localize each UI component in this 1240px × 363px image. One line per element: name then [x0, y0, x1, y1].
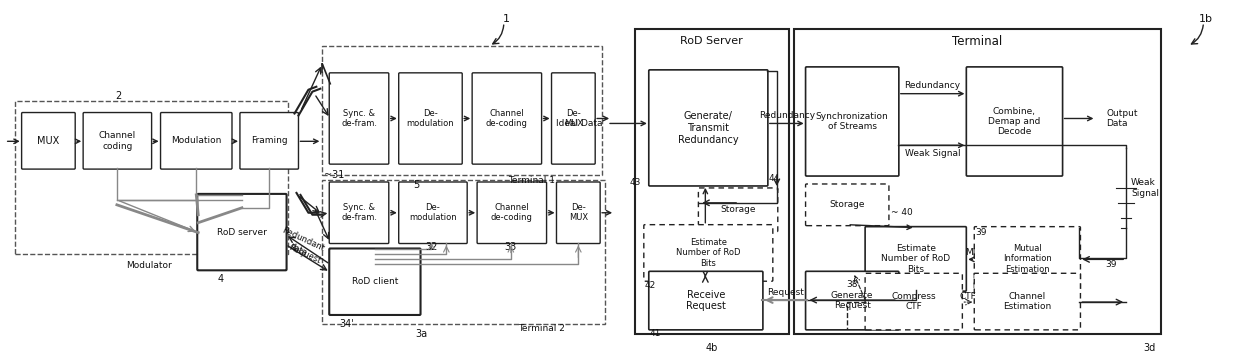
- FancyBboxPatch shape: [806, 67, 899, 176]
- Text: 4: 4: [218, 274, 224, 284]
- FancyBboxPatch shape: [649, 271, 763, 330]
- FancyBboxPatch shape: [477, 182, 547, 244]
- Text: 32: 32: [425, 242, 438, 253]
- Text: De-
modulation: De- modulation: [407, 109, 454, 128]
- Text: 1b: 1b: [1199, 14, 1213, 24]
- FancyBboxPatch shape: [866, 227, 966, 291]
- Text: Weak
Signal: Weak Signal: [1131, 178, 1159, 197]
- Text: Synchronization
of Streams: Synchronization of Streams: [816, 112, 889, 131]
- FancyBboxPatch shape: [330, 73, 389, 164]
- Text: Combine,
Demap and
Decode: Combine, Demap and Decode: [988, 107, 1040, 136]
- Text: De-
modulation: De- modulation: [409, 203, 456, 223]
- FancyBboxPatch shape: [552, 73, 595, 164]
- FancyBboxPatch shape: [806, 271, 899, 330]
- Text: Channel
Estimation: Channel Estimation: [1003, 292, 1052, 311]
- Text: 3a: 3a: [415, 329, 428, 339]
- Text: RoD Server: RoD Server: [681, 36, 743, 46]
- FancyBboxPatch shape: [83, 113, 151, 169]
- Text: 2: 2: [115, 91, 122, 101]
- Text: Request: Request: [768, 287, 805, 297]
- Text: Channel
de-coding: Channel de-coding: [486, 109, 528, 128]
- Text: CTF: CTF: [960, 291, 977, 301]
- Text: Ideal Data: Ideal Data: [556, 119, 603, 128]
- Text: Sync. &
de-fram.: Sync. & de-fram.: [341, 109, 377, 128]
- Text: Framing: Framing: [250, 136, 288, 145]
- Text: 41: 41: [650, 329, 661, 338]
- Bar: [15, 101, 288, 254]
- Text: 38: 38: [847, 280, 858, 289]
- FancyBboxPatch shape: [806, 184, 889, 226]
- Text: ~31: ~31: [325, 170, 345, 180]
- Text: 1: 1: [502, 14, 510, 24]
- FancyBboxPatch shape: [160, 113, 232, 169]
- Text: Generate
Request: Generate Request: [831, 291, 873, 310]
- FancyBboxPatch shape: [472, 73, 542, 164]
- Text: 33: 33: [505, 242, 517, 253]
- Text: 43: 43: [630, 179, 641, 187]
- Text: RoD client: RoD client: [352, 277, 398, 286]
- Text: Terminal 1: Terminal 1: [508, 176, 556, 184]
- Text: Modulator: Modulator: [125, 261, 171, 270]
- Bar: [635, 29, 789, 334]
- Text: Redundancy: Redundancy: [759, 111, 815, 120]
- Text: Channel
coding: Channel coding: [99, 131, 136, 151]
- FancyBboxPatch shape: [698, 188, 777, 232]
- FancyBboxPatch shape: [866, 273, 962, 330]
- Text: Mutual
Information
Estimation: Mutual Information Estimation: [1003, 244, 1052, 274]
- Bar: [322, 46, 603, 175]
- Text: MI: MI: [965, 248, 976, 257]
- FancyBboxPatch shape: [330, 182, 389, 244]
- FancyBboxPatch shape: [239, 113, 299, 169]
- Text: Storage: Storage: [720, 205, 756, 214]
- FancyBboxPatch shape: [399, 73, 463, 164]
- FancyBboxPatch shape: [966, 67, 1063, 176]
- Text: De-
MUX: De- MUX: [564, 109, 583, 128]
- Text: 34': 34': [340, 319, 355, 329]
- Text: Terminal 2: Terminal 2: [518, 325, 565, 333]
- Text: 39: 39: [976, 228, 987, 237]
- Text: Weak Signal: Weak Signal: [905, 149, 961, 158]
- Text: Receive
Request: Receive Request: [686, 290, 725, 311]
- Text: Storage: Storage: [830, 200, 866, 209]
- Text: MUX: MUX: [37, 136, 60, 146]
- Text: Compress
CTF: Compress CTF: [892, 292, 936, 311]
- Text: Output
Data: Output Data: [1106, 109, 1138, 128]
- Text: ~ 40: ~ 40: [890, 208, 913, 217]
- Text: 5: 5: [413, 180, 419, 190]
- Text: Channel
de-coding: Channel de-coding: [491, 203, 533, 223]
- Bar: [322, 180, 605, 324]
- Text: 42: 42: [645, 281, 656, 290]
- Text: 3d: 3d: [1143, 343, 1156, 353]
- FancyBboxPatch shape: [975, 273, 1080, 330]
- FancyBboxPatch shape: [644, 225, 773, 281]
- FancyBboxPatch shape: [330, 249, 420, 315]
- Text: Redundant
data: Redundant data: [275, 226, 325, 263]
- FancyBboxPatch shape: [975, 227, 1080, 291]
- Bar: [794, 29, 1161, 334]
- Text: Request: Request: [286, 243, 322, 266]
- Text: RoD server: RoD server: [217, 228, 267, 237]
- FancyBboxPatch shape: [649, 70, 768, 186]
- Text: Redundancy: Redundancy: [904, 81, 961, 90]
- FancyBboxPatch shape: [21, 113, 76, 169]
- Text: De-
MUX: De- MUX: [569, 203, 588, 223]
- Text: Estimate
Number of RoD
Bits: Estimate Number of RoD Bits: [882, 244, 950, 274]
- Text: Sync. &
de-fram.: Sync. & de-fram.: [341, 203, 377, 223]
- Text: Generate/
Transmit
Redundancy: Generate/ Transmit Redundancy: [678, 111, 739, 144]
- Text: Terminal: Terminal: [952, 34, 1002, 48]
- Text: Modulation: Modulation: [171, 136, 222, 145]
- FancyBboxPatch shape: [399, 182, 467, 244]
- FancyBboxPatch shape: [197, 194, 286, 270]
- Text: 44: 44: [769, 174, 780, 183]
- FancyBboxPatch shape: [557, 182, 600, 244]
- Text: Estimate
Number of RoD
Bits: Estimate Number of RoD Bits: [676, 238, 740, 268]
- Text: 39: 39: [1106, 260, 1117, 269]
- Text: 4b: 4b: [706, 343, 718, 353]
